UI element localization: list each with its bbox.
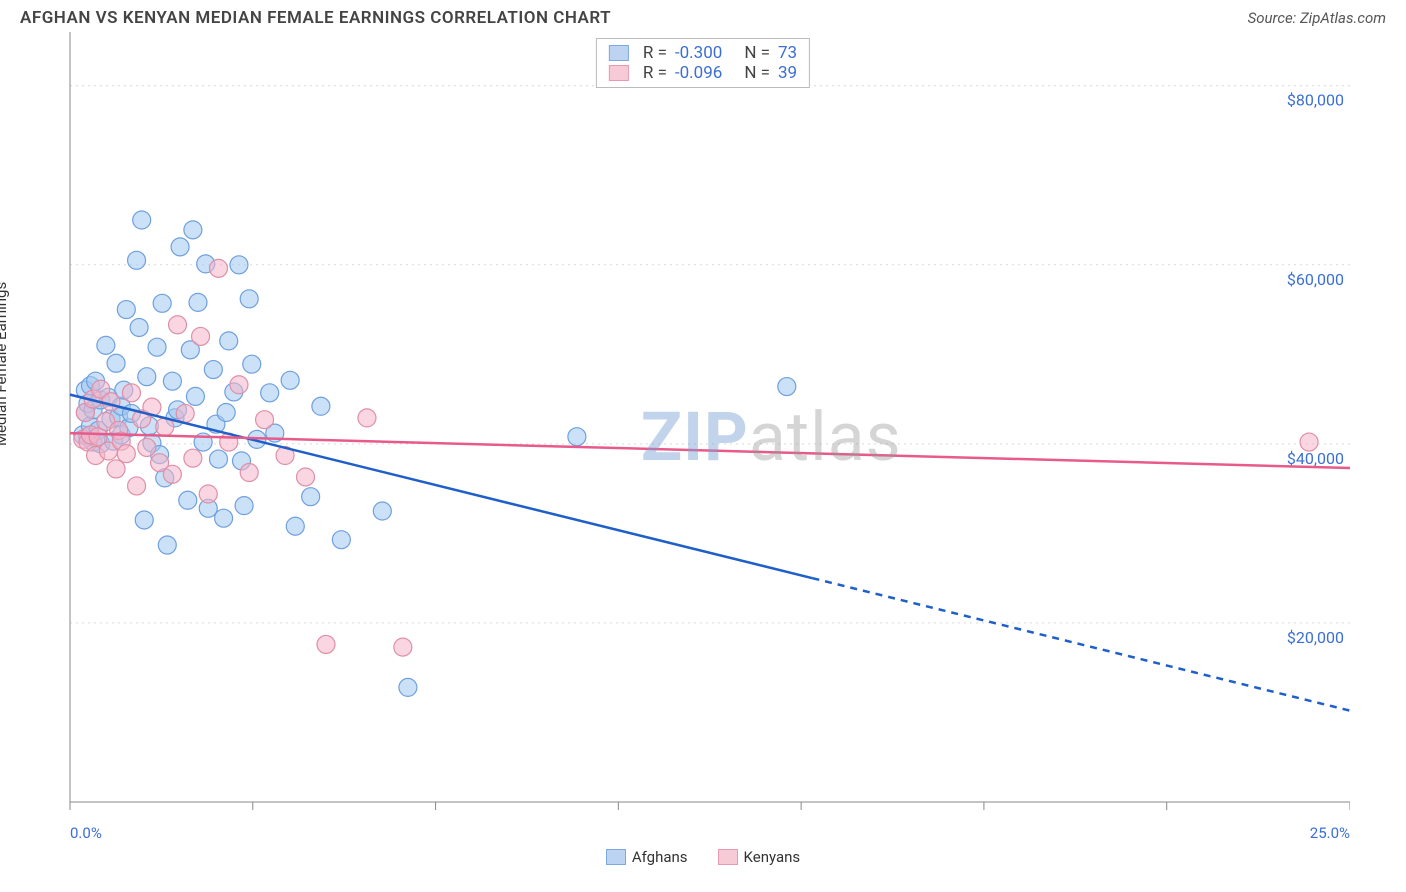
chart-title: AFGHAN VS KENYAN MEDIAN FEMALE EARNINGS … — [20, 8, 611, 28]
source-name: ZipAtlas.com — [1300, 9, 1386, 27]
data-point — [778, 378, 796, 396]
legend-row: R = -0.300 N = 73 — [609, 43, 797, 63]
legend-swatch — [609, 65, 629, 81]
legend-n-value: 39 — [778, 63, 797, 83]
data-point — [122, 384, 140, 402]
trend-line — [70, 395, 812, 579]
data-point — [130, 318, 148, 336]
legend-item: Kenyans — [718, 848, 801, 866]
legend-label: Afghans — [632, 848, 688, 866]
data-point — [261, 384, 279, 402]
data-point — [373, 502, 391, 520]
data-point — [184, 221, 202, 239]
data-point — [568, 428, 586, 446]
data-point — [128, 251, 146, 269]
legend-r-label: R = — [643, 43, 667, 63]
y-axis-label: Median Female Earnings — [0, 282, 10, 446]
source-label: Source: — [1248, 9, 1300, 27]
data-point — [297, 468, 315, 486]
data-point — [163, 465, 181, 483]
data-point — [240, 290, 258, 308]
data-point — [186, 387, 204, 405]
data-point — [184, 449, 202, 467]
data-point — [235, 497, 253, 515]
data-point — [358, 409, 376, 427]
legend-item: Afghans — [606, 848, 688, 866]
source-credit: Source: ZipAtlas.com — [1248, 9, 1386, 27]
data-point — [220, 332, 238, 350]
data-point — [256, 411, 274, 429]
data-point — [176, 404, 194, 422]
data-point — [240, 464, 258, 482]
legend-label: Kenyans — [744, 848, 801, 866]
data-point — [399, 678, 417, 696]
data-point — [1300, 433, 1318, 451]
data-point — [199, 485, 217, 503]
trend-line-extrapolated — [812, 578, 1350, 711]
data-point — [317, 635, 335, 653]
data-point — [128, 477, 146, 495]
data-point — [153, 294, 171, 312]
data-point — [189, 293, 207, 311]
data-point — [133, 211, 151, 229]
legend-swatch — [718, 849, 738, 865]
legend-swatch — [606, 849, 626, 865]
data-point — [394, 638, 412, 656]
data-point — [230, 376, 248, 394]
data-point — [286, 517, 304, 535]
data-point — [169, 316, 187, 334]
data-point — [281, 371, 299, 389]
data-point — [171, 238, 189, 256]
data-point — [312, 397, 330, 415]
y-tick-label: $80,000 — [1287, 91, 1344, 110]
data-point — [163, 372, 181, 390]
data-point — [138, 368, 156, 386]
y-tick-label: $40,000 — [1287, 449, 1344, 468]
scatter-chart: $20,000 $40,000 $60,000 $80,000 — [20, 32, 1350, 822]
data-point — [217, 404, 235, 422]
data-point — [332, 531, 350, 549]
y-tick-label: $60,000 — [1287, 270, 1344, 289]
legend-r-label: R = — [643, 63, 667, 83]
data-point — [209, 450, 227, 468]
data-point — [204, 361, 222, 379]
data-point — [243, 355, 261, 373]
data-point — [192, 327, 210, 345]
data-point — [230, 256, 248, 274]
data-point — [107, 354, 125, 372]
correlation-legend: R = -0.300 N = 73 R = -0.096 N = 39 — [596, 38, 810, 88]
x-axis-endlabels: 0.0% 25.0% — [70, 824, 1350, 842]
legend-n-value: 73 — [778, 43, 797, 63]
data-point — [148, 338, 166, 356]
data-point — [117, 301, 135, 319]
y-tick-label: $20,000 — [1287, 628, 1344, 647]
legend-r-value: -0.300 — [675, 43, 722, 63]
data-point — [97, 336, 115, 354]
data-point — [138, 438, 156, 456]
data-point — [302, 488, 320, 506]
data-point — [135, 511, 153, 529]
data-point — [215, 509, 233, 527]
chart-container: Median Female Earnings $20,000$40,000$60… — [20, 32, 1386, 842]
data-point — [179, 491, 197, 509]
data-point — [102, 393, 120, 411]
data-point — [209, 259, 227, 277]
legend-row: R = -0.096 N = 39 — [609, 63, 797, 83]
x-min-label: 0.0% — [70, 824, 102, 842]
trend-line — [70, 433, 1350, 468]
legend-n-label: N = — [744, 43, 770, 63]
data-point — [158, 536, 176, 554]
data-point — [107, 460, 125, 478]
legend-swatch — [609, 45, 629, 61]
legend-r-value: -0.096 — [675, 63, 722, 83]
data-point — [117, 445, 135, 463]
legend-n-label: N = — [744, 63, 770, 83]
x-max-label: 25.0% — [1310, 824, 1350, 842]
series-legend: Afghans Kenyans — [0, 848, 1406, 866]
